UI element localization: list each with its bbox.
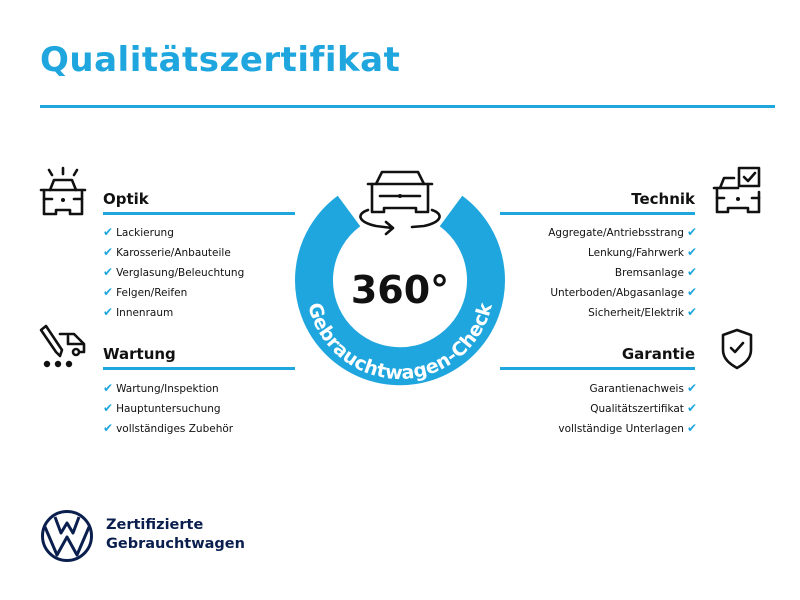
- check-icon: ✔: [686, 381, 697, 395]
- section-divider: [500, 367, 695, 370]
- list-item: Lenkung/Fahrwerk ✔: [587, 245, 697, 259]
- ring-arc: [295, 195, 505, 386]
- list-item: ✔ Verglasung/Beleuchtung: [103, 265, 245, 279]
- list-item: ✔ Innenraum: [103, 305, 174, 319]
- list-item: ✔ Karosserie/Anbauteile: [103, 245, 231, 259]
- check-icon: ✔: [686, 401, 697, 415]
- section-divider: [500, 212, 695, 215]
- list-item: ✔ Lackierung: [103, 225, 174, 239]
- check-icon: ✔: [686, 265, 697, 279]
- check-icon: ✔: [686, 245, 697, 259]
- service-tool-car-icon: [39, 324, 86, 368]
- list-item: vollständige Unterlagen ✔: [558, 421, 697, 435]
- 360-check-badge: Gebrauchtwagen-Check 360°: [295, 170, 505, 386]
- list-item: Qualitätszertifikat ✔: [590, 401, 697, 415]
- check-icon: ✔: [103, 421, 114, 435]
- brand-text: Zertifizierte Gebrauchtwagen: [106, 516, 245, 554]
- section-divider: [103, 367, 295, 370]
- list-item: Sicherheit/Elektrik ✔: [588, 305, 697, 319]
- check-icon: ✔: [103, 381, 114, 395]
- vw-logo: [41, 510, 93, 562]
- check-icon: ✔: [103, 245, 114, 259]
- list-item: ✔ vollständiges Zubehör: [103, 421, 234, 435]
- technik-list: Aggregate/Antriebsstrang ✔ Lenkung/Fahrwe…: [500, 223, 697, 323]
- check-icon: ✔: [686, 305, 697, 319]
- section-title-garantie: Garantie: [621, 345, 695, 363]
- list-item: Unterboden/Abgasanlage ✔: [550, 285, 697, 299]
- check-icon: ✔: [103, 305, 114, 319]
- car-checkbox-icon: [712, 166, 761, 214]
- brand-line-2: Gebrauchtwagen: [106, 536, 245, 552]
- check-icon: ✔: [686, 225, 697, 239]
- optik-list: ✔ Lackierung ✔ Karosserie/Anbauteile ✔ Verg…: [103, 223, 244, 323]
- page-title: Qualitätszertifikat: [40, 40, 401, 80]
- car-lights-icon: [39, 166, 87, 216]
- check-icon: ✔: [686, 285, 697, 299]
- list-item: ✔ Hauptuntersuchung: [103, 401, 221, 415]
- check-icon: ✔: [686, 421, 697, 435]
- garantie-list: Garantienachweis ✔ Qualitätszertifikat ✔ v…: [500, 379, 697, 439]
- section-title-optik: Optik: [103, 190, 149, 208]
- list-item: Garantienachweis ✔: [589, 381, 698, 395]
- check-icon: ✔: [103, 265, 114, 279]
- shield-check-icon: [721, 328, 753, 370]
- brand-line-1: Zertifizierte: [106, 517, 204, 533]
- list-item: ✔ Felgen/Reifen: [103, 285, 188, 299]
- wartung-list: ✔ Wartung/Inspektion ✔ Hauptuntersuchung ✔…: [103, 379, 233, 439]
- car-rotate-icon: [359, 170, 441, 236]
- check-icon: ✔: [103, 225, 114, 239]
- list-item: ✔ Wartung/Inspektion: [103, 381, 219, 395]
- list-item: Aggregate/Antriebsstrang ✔: [548, 225, 697, 239]
- list-item: Bremsanlage ✔: [614, 265, 697, 279]
- check-icon: ✔: [103, 401, 114, 415]
- section-divider: [103, 212, 295, 215]
- check-icon: ✔: [103, 285, 114, 299]
- section-title-technik: Technik: [631, 190, 695, 208]
- 360-label: 360°: [351, 268, 449, 312]
- section-title-wartung: Wartung: [103, 345, 176, 363]
- title-divider: [40, 105, 775, 108]
